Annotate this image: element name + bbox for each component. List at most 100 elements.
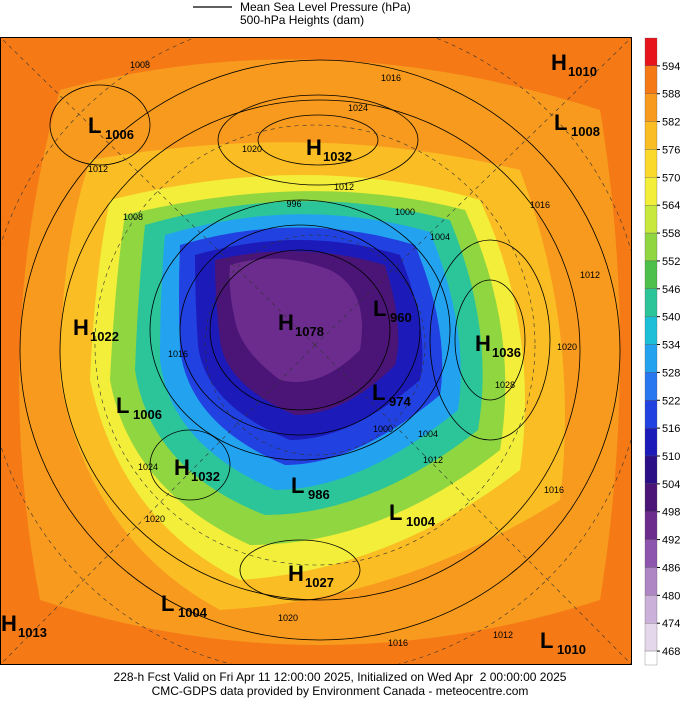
contour-label: 1012: [88, 164, 108, 174]
colorbar-swatch: [644, 288, 658, 317]
center-type: L: [291, 473, 304, 498]
contour-label: 1000: [373, 424, 393, 434]
pressure-center: H 1010: [551, 50, 597, 79]
colorbar-swatch: [644, 344, 658, 373]
contour-label: 1008: [130, 60, 150, 70]
pressure-center: L 974: [372, 380, 411, 409]
center-type: L: [373, 296, 386, 321]
contour-label: 1008: [123, 212, 143, 222]
colorbar-swatch: [644, 65, 658, 94]
center-type: L: [372, 380, 385, 405]
center-type: H: [306, 135, 322, 160]
colorbar-swatch: [644, 316, 658, 345]
pressure-center: H 1013: [1, 611, 47, 640]
contour-label: 1012: [334, 182, 354, 192]
center-type: H: [551, 50, 567, 75]
center-type: L: [540, 628, 553, 653]
colorbar-swatch: [644, 37, 658, 67]
colorbar-swatch: [644, 260, 658, 289]
colorbar-swatch: [644, 149, 658, 178]
colorbar-label: 528: [662, 367, 680, 379]
center-value: 1032: [323, 149, 352, 164]
colorbar-swatch: [644, 427, 658, 457]
center-type: L: [161, 591, 174, 616]
colorbar-label: 564: [662, 200, 680, 212]
contour-label: 996: [286, 199, 301, 209]
colorbar-label: 504: [662, 479, 680, 491]
map: [0, 37, 632, 665]
colorbar-label: 486: [662, 562, 680, 574]
pressure-center: H 1032: [174, 455, 220, 484]
center-type: L: [88, 113, 101, 138]
colorbar-swatch: [644, 232, 658, 262]
colorbar-swatch: [644, 177, 658, 206]
center-value: 1027: [305, 575, 334, 590]
colorbar-swatch: [644, 595, 658, 624]
pressure-center: H 1036: [475, 331, 521, 360]
center-value: 960: [390, 310, 412, 325]
colorbar-label: 594: [662, 61, 680, 73]
colorbar-label: 480: [662, 590, 680, 602]
center-value: 974: [389, 394, 411, 409]
center-type: H: [1, 611, 17, 636]
colorbar-swatch: [644, 511, 658, 540]
contour-label: 1016: [168, 349, 188, 359]
pressure-center: L 1004: [389, 500, 436, 529]
center-value: 986: [308, 487, 330, 502]
legend-fill-label: 500-hPa Heights (dam): [240, 13, 364, 27]
center-value: 1004: [406, 514, 436, 529]
center-type: H: [73, 315, 89, 340]
pressure-center: H 1022: [73, 315, 119, 344]
colorbar-label: 474: [662, 618, 680, 630]
center-value: 1008: [571, 124, 600, 139]
pressure-center: L 960: [373, 296, 412, 325]
map-frame: [0, 37, 632, 665]
pressure-center: L 1010: [540, 628, 586, 657]
footer-line: 228-h Fcst Valid on Fri Apr 11 12:00:00 …: [114, 670, 567, 684]
contour-label: 1016: [544, 485, 564, 495]
pressure-center: L 1004: [161, 591, 208, 620]
pressure-center: H 1027: [288, 561, 334, 590]
center-type: H: [174, 455, 190, 480]
center-type: L: [116, 393, 129, 418]
contour-label: 1024: [138, 462, 158, 472]
contour-label: 1016: [388, 638, 408, 648]
center-type: H: [475, 331, 491, 356]
contour-label: 1012: [580, 270, 600, 280]
colorbar-swatch: [644, 121, 658, 150]
center-value: 1006: [133, 407, 162, 422]
colorbar-label: 510: [662, 451, 680, 463]
colorbar-swatch: [644, 455, 658, 485]
colorbar-label: 546: [662, 284, 680, 296]
colorbar-swatch: [644, 567, 658, 596]
center-type: H: [288, 561, 304, 586]
center-type: H: [278, 310, 294, 335]
footer-line: CMC-GDPS data provided by Environment Ca…: [152, 684, 529, 698]
colorbar-swatch: [644, 539, 658, 568]
colorbar-label: 522: [662, 395, 680, 407]
center-value: 1010: [568, 64, 597, 79]
center-value: 1004: [178, 605, 208, 620]
contour-label: 1020: [242, 144, 262, 154]
center-type: L: [389, 500, 402, 525]
colorbar-swatch: [644, 400, 658, 429]
colorbar-label: 588: [662, 89, 680, 101]
colorbar-label: 534: [662, 340, 680, 352]
pressure-center: L 1008: [554, 110, 600, 139]
colorbar-swatch: [644, 623, 658, 652]
center-value: 1013: [18, 625, 47, 640]
colorbar-label: 540: [662, 312, 680, 324]
height-fill: [229, 258, 362, 382]
center-value: 1010: [557, 642, 586, 657]
center-value: 1078: [295, 324, 324, 339]
pressure-center: H 1078: [278, 310, 324, 339]
colorbar-label: 468: [662, 646, 680, 658]
contour-label: 1016: [381, 73, 401, 83]
contour-label: 1020: [557, 342, 577, 352]
colorbar-label: 582: [662, 117, 680, 129]
pressure-center: L 1006: [88, 113, 134, 142]
colorbar-label: 570: [662, 172, 680, 184]
contour-label: 1028: [495, 380, 515, 390]
center-value: 1036: [492, 345, 521, 360]
